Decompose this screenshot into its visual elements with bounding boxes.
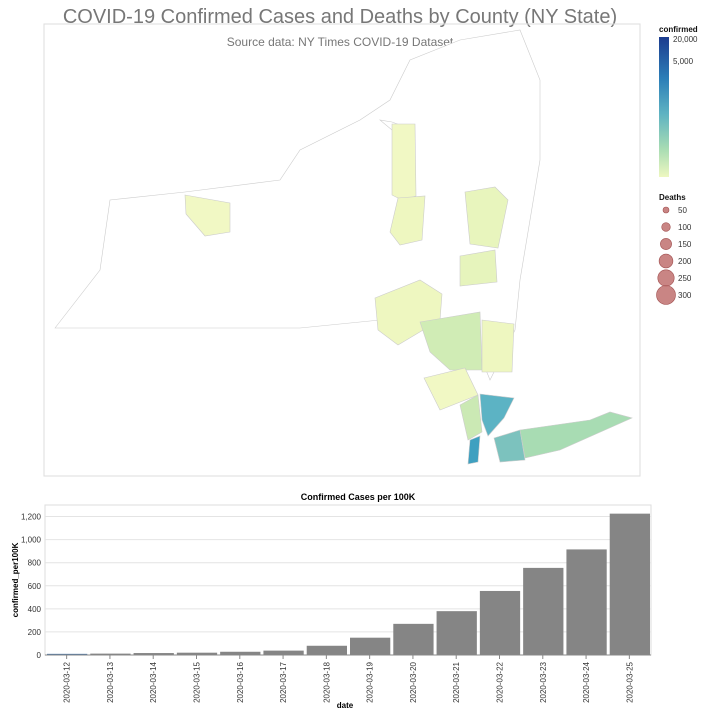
bar-2020-03-19[interactable] — [350, 637, 391, 655]
size-legend-circle — [657, 269, 675, 287]
county-westchester — [479, 393, 515, 437]
size-legend-label: 250 — [678, 274, 692, 283]
bar-2020-03-22[interactable] — [479, 590, 521, 655]
size-legend-circle — [658, 253, 674, 269]
size-legend-label: 100 — [678, 223, 692, 232]
bar-2020-03-23[interactable] — [523, 567, 564, 655]
y-tick-label: 200 — [28, 628, 42, 637]
bar-2020-03-24[interactable] — [566, 549, 607, 655]
chart-title: Confirmed Cases per 100K — [301, 492, 416, 502]
size-legend-circle — [660, 238, 672, 250]
size-legend-title: Deaths — [659, 193, 686, 202]
color-legend-gradient — [659, 37, 669, 177]
x-tick-label: 2020-03-23 — [539, 661, 548, 702]
color-legend-label: 5,000 — [673, 57, 694, 66]
bar-2020-03-20[interactable] — [393, 623, 434, 655]
x-tick-label: 2020-03-15 — [193, 661, 202, 702]
bar-2020-03-21[interactable] — [436, 611, 477, 655]
size-legend-label: 50 — [678, 206, 687, 215]
x-tick-label: 2020-03-17 — [279, 661, 288, 702]
bar-2020-03-25[interactable] — [609, 513, 650, 655]
bar-2020-03-12[interactable] — [47, 653, 88, 655]
x-tick-label: 2020-03-24 — [582, 661, 591, 702]
x-tick-label: 2020-03-18 — [322, 661, 331, 702]
x-tick-label: 2020-03-22 — [496, 661, 505, 702]
y-tick-label: 1,000 — [21, 536, 42, 545]
size-legend-label: 200 — [678, 257, 692, 266]
color-legend-title: confirmed — [659, 25, 698, 34]
y-tick-label: 0 — [37, 651, 42, 660]
bar-2020-03-14[interactable] — [133, 653, 174, 655]
size-legend-circle — [661, 222, 671, 232]
y-tick-label: 1,200 — [21, 513, 42, 522]
x-tick-label: 2020-03-12 — [63, 661, 72, 702]
x-tick-label: 2020-03-21 — [452, 661, 461, 702]
size-legend-label: 150 — [678, 240, 692, 249]
map-frame — [43, 23, 641, 477]
bar-2020-03-16[interactable] — [220, 651, 261, 655]
color-legend-label: 20,000 — [673, 35, 698, 44]
size-legend-circle — [662, 206, 670, 214]
x-tick-label: 2020-03-20 — [409, 661, 418, 702]
y-axis-title: confirmed_per100K — [11, 542, 20, 617]
bar-2020-03-17[interactable] — [263, 650, 304, 655]
map-subtitle: Source data: NY Times COVID-19 Dataset — [226, 35, 454, 49]
x-tick-label: 2020-03-25 — [625, 661, 634, 702]
ny-county-map — [54, 29, 633, 465]
x-tick-label: 2020-03-13 — [106, 661, 115, 702]
bar-2020-03-13[interactable] — [90, 653, 131, 655]
x-tick-label: 2020-03-14 — [149, 661, 158, 702]
y-tick-label: 400 — [28, 605, 42, 614]
x-tick-label: 2020-03-19 — [366, 661, 375, 702]
size-legend-label: 300 — [678, 291, 692, 300]
county-erie — [184, 194, 231, 237]
size-legend-circle — [656, 285, 676, 305]
bar-2020-03-18[interactable] — [306, 645, 347, 655]
x-axis-title: date — [337, 701, 354, 710]
bar-2020-03-15[interactable] — [176, 652, 218, 655]
x-tick-label: 2020-03-16 — [236, 661, 245, 702]
y-tick-label: 800 — [28, 559, 42, 568]
y-tick-label: 600 — [28, 582, 42, 591]
map-title: COVID-19 Confirmed Cases and Deaths by C… — [62, 6, 618, 28]
